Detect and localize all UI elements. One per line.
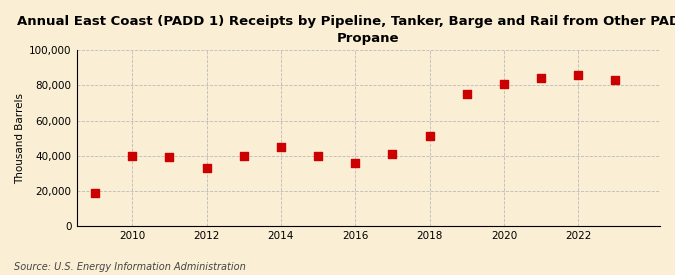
Point (387, 152, 398, 156)
Text: Source: U.S. Energy Information Administration: Source: U.S. Energy Information Administ… (14, 262, 245, 272)
Point (238, 153, 249, 158)
Title: Annual East Coast (PADD 1) Receipts by Pipeline, Tanker, Barge and Rail from Oth: Annual East Coast (PADD 1) Receipts by P… (18, 15, 675, 45)
Point (127, 153, 138, 158)
Point (424, 134, 435, 139)
Point (313, 153, 323, 158)
Y-axis label: Thousand Barrels: Thousand Barrels (15, 93, 25, 184)
Point (164, 155, 175, 160)
Point (461, 92, 472, 97)
Point (90, 190, 101, 195)
Point (573, 73, 584, 77)
Point (350, 161, 360, 165)
Point (201, 166, 212, 170)
Point (536, 76, 547, 81)
Point (499, 81, 510, 86)
Point (610, 78, 621, 82)
Point (275, 145, 286, 149)
